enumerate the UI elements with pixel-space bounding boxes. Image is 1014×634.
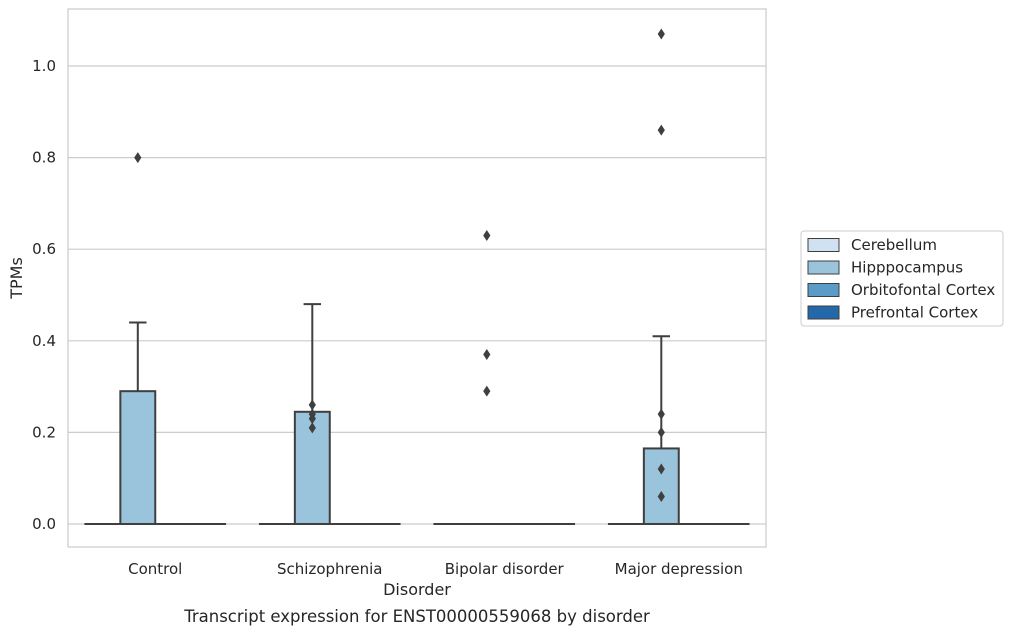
box-hipppocampus: [642, 447, 680, 525]
outlier-point: [657, 491, 665, 503]
legend-swatch-hipppocampus: [807, 260, 840, 275]
legend-swatch-orbitofontal-cortex: [807, 283, 840, 297]
legend-label: Hipppocampus: [851, 259, 963, 277]
outlier-point: [657, 426, 665, 438]
outlier-point: [134, 152, 142, 164]
outlier-point: [308, 422, 316, 434]
y-axis-label: TPMs: [7, 257, 26, 300]
outlier-point: [657, 463, 665, 475]
box-group-hipppocampus: [293, 303, 331, 526]
box-group-hipppocampus: [642, 28, 680, 525]
y-tick-label: 0.6: [32, 240, 56, 258]
outlier-point: [657, 124, 665, 136]
plot-frame: [67, 8, 767, 548]
y-tick-label: 0.2: [32, 423, 56, 441]
x-tick-label: Bipolar disorder: [445, 560, 565, 578]
box-group-hipppocampus: [119, 152, 157, 525]
legend-swatch-prefrontal-cortex: [807, 305, 840, 320]
y-tick-label: 0.8: [32, 149, 56, 167]
outlier-point: [657, 408, 665, 420]
outlier-point: [308, 399, 316, 411]
outlier-point: [483, 385, 491, 397]
box-group-hipppocampus: [468, 229, 506, 526]
legend-label: Cerebellum: [851, 236, 937, 254]
legend-label: Orbitofontal Cortex: [851, 281, 995, 299]
y-tick-labels: 0.0 0.2 0.4 0.6 0.8 1.0: [32, 57, 56, 533]
y-tick-label: 0.4: [32, 332, 56, 350]
legend-swatch-cerebellum: [807, 238, 840, 252]
x-tick-label: Schizophrenia: [277, 560, 382, 578]
outlier-point: [657, 28, 665, 40]
legend-frame: [800, 230, 1004, 327]
box-hipppocampus: [119, 390, 157, 525]
legend-label: Prefrontal Cortex: [851, 304, 978, 322]
y-tick-label: 0.0: [32, 515, 56, 533]
legend: Cerebellum Hipppocampus Orbitofontal Corte…: [800, 230, 1004, 327]
x-axis-label: Disorder: [383, 580, 451, 599]
x-tick-label: Major depression: [615, 560, 743, 578]
x-tick-labels: Control Schizophrenia Bipolar disorder Majo…: [128, 560, 743, 578]
outlier-point: [483, 349, 491, 361]
chart-caption: Transcript expression for ENST0000055906…: [183, 607, 650, 626]
outlier-point: [308, 408, 316, 420]
box-layer: [84, 28, 750, 526]
outlier-point: [483, 229, 491, 241]
x-tick-label: Control: [128, 560, 182, 578]
y-tick-label: 1.0: [32, 57, 56, 75]
